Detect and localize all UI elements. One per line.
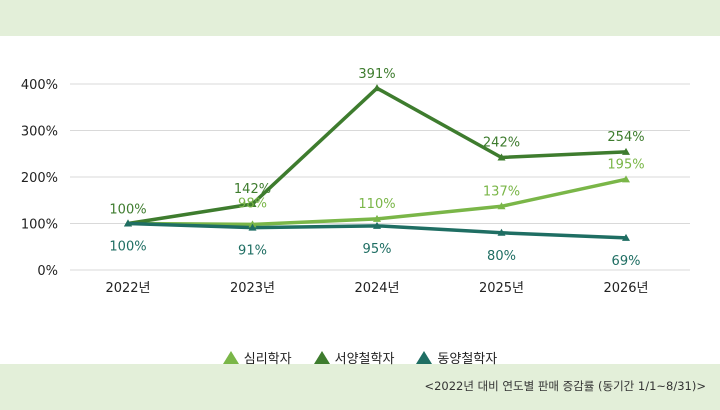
series-0-label-3: 137%	[483, 184, 520, 199]
y-tick-label-2: 200%	[21, 171, 58, 186]
legend-label-psychologist: 심리학자	[243, 352, 292, 367]
series-2-label-1: 91%	[238, 244, 267, 259]
y-tick-label-1: 100%	[21, 218, 58, 233]
series-0-label-1: 98%	[238, 196, 267, 211]
series-2-point-4	[622, 233, 630, 241]
series-1-label-4: 254%	[607, 130, 644, 145]
series-1-label-2: 391%	[358, 67, 395, 82]
series-2-label-0: 100%	[109, 240, 146, 255]
chart-panel: 0% 100% 200% 300% 400% 2022년 2023년 2024년 2025년 20…	[0, 36, 720, 367]
legend-item-eastern-philosopher: 동양철학자	[416, 348, 497, 367]
series-2-label-4: 69%	[612, 254, 641, 269]
legend-marker-psychologist	[222, 351, 239, 364]
chart-caption: <2022년 대비 연도별 판매 증감률 (동기간 1/1~8/31)>	[424, 379, 706, 393]
series-2-point-2	[373, 221, 381, 229]
series-0-label-2: 110%	[358, 197, 395, 212]
series-2-label-2: 95%	[363, 242, 392, 257]
series-0-point-2	[373, 214, 381, 222]
series-0-point-4	[622, 175, 630, 183]
legend-label-western-philosopher: 서양철학자	[334, 352, 395, 367]
x-tick-label-3: 2025년	[479, 281, 524, 296]
series-1-label-0: 100%	[109, 203, 146, 218]
x-tick-label-2: 2024년	[354, 281, 399, 296]
legend-label-eastern-philosopher: 동양철학자	[437, 352, 498, 367]
legend-item-psychologist: 심리학자	[222, 348, 292, 367]
series-1-point-3	[497, 153, 506, 161]
series-2-point-1	[248, 223, 257, 231]
x-tick-label-1: 2023년	[230, 281, 275, 296]
series-1-point-2	[373, 84, 381, 92]
series-0-point-3	[497, 202, 506, 210]
legend-item-western-philosopher: 서양철학자	[313, 348, 395, 367]
y-tick-label-0: 0%	[37, 264, 58, 279]
x-tick-label-0: 2022년	[105, 281, 150, 296]
line-chart: 0% 100% 200% 300% 400% 2022년 2023년 2024년 2025년 20…	[21, 67, 690, 296]
x-tick-label-4: 2026년	[603, 281, 648, 296]
series-2-point-3	[497, 228, 506, 236]
y-tick-label-4: 400%	[21, 78, 58, 93]
series-1-label-1: 142%	[234, 182, 271, 197]
y-tick-label-3: 300%	[21, 125, 58, 140]
series-1-point-1	[248, 199, 257, 207]
series-2-label-3: 80%	[487, 249, 516, 264]
series-2-point-0	[124, 219, 132, 227]
series-1-label-3: 242%	[483, 135, 520, 150]
legend-marker-eastern-philosopher	[416, 351, 433, 364]
legend: 심리학자 서양철학자 동양철학자	[0, 348, 720, 367]
series-1-point-4	[622, 147, 630, 155]
series-0-label-4: 195%	[607, 157, 644, 172]
legend-marker-western-philosopher	[313, 351, 330, 364]
